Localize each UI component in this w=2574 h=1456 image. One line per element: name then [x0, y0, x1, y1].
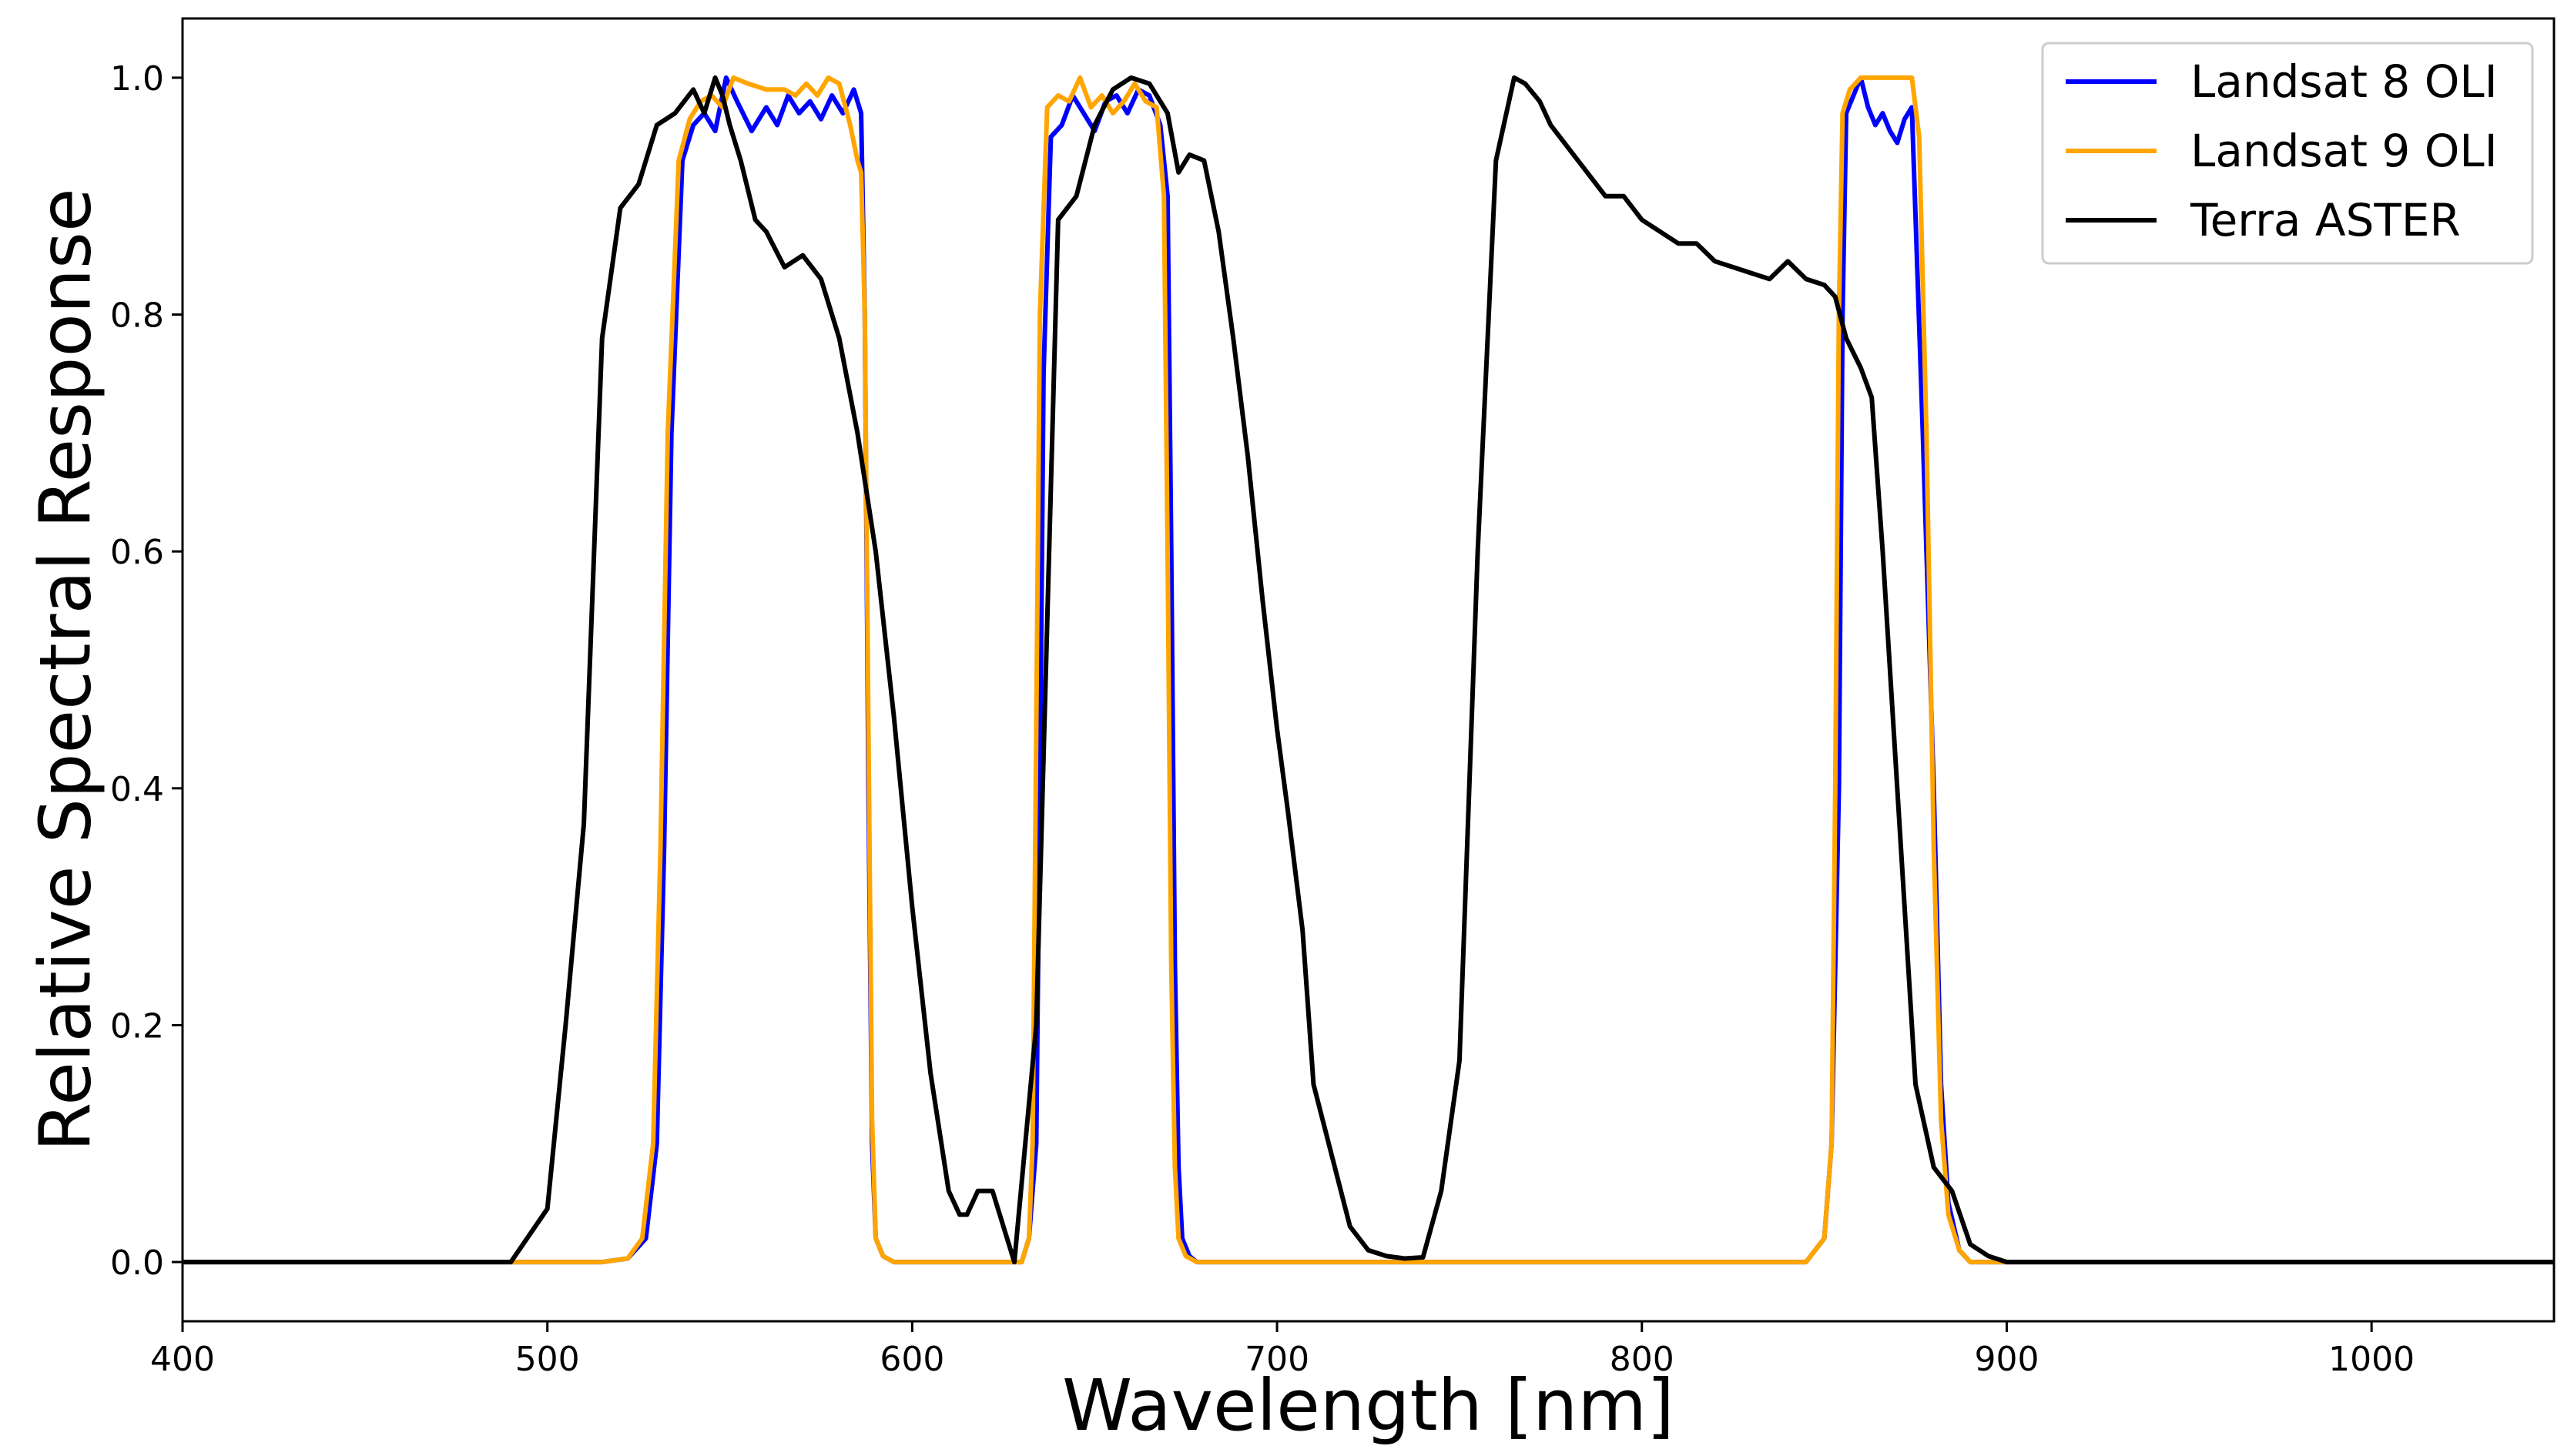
- legend-label: Landsat 9 OLI: [2190, 125, 2498, 177]
- x-tick-label: 600: [880, 1340, 944, 1379]
- series-line-terra-aster: [183, 75, 2554, 1265]
- y-tick-label: 0.2: [110, 1006, 164, 1046]
- legend: Landsat 8 OLI Landsat 9 OLI Terra ASTER: [2041, 42, 2534, 265]
- y-axis-ticks: 0.0 0.2 0.4 0.6 0.8 1.0: [110, 59, 183, 1283]
- x-axis-ticks: 400 500 600 700 800 900 1000: [150, 1321, 2415, 1379]
- x-tick-label: 500: [515, 1340, 580, 1379]
- series-line-landsat-9-oli: [183, 75, 2554, 1265]
- y-tick-label: 1.0: [110, 59, 164, 99]
- x-tick-label: 1000: [2328, 1340, 2415, 1379]
- x-axis-title: Wavelength [nm]: [1062, 1364, 1674, 1447]
- x-tick-label: 700: [1245, 1340, 1309, 1379]
- legend-box: [2041, 42, 2534, 265]
- legend-label: Terra ASTER: [2190, 194, 2461, 246]
- y-axis-title: Relative Spectral Response: [25, 188, 107, 1151]
- y-tick-label: 0.0: [110, 1243, 164, 1283]
- x-tick-label: 800: [1610, 1340, 1674, 1379]
- x-tick-label: 400: [150, 1340, 215, 1379]
- y-tick-label: 0.6: [110, 533, 164, 572]
- x-tick-label: 900: [1974, 1340, 2039, 1379]
- legend-label: Landsat 8 OLI: [2190, 55, 2498, 108]
- plot-area: [183, 75, 2554, 1265]
- y-tick-label: 0.4: [110, 770, 164, 809]
- y-tick-label: 0.8: [110, 296, 164, 336]
- plot-frame: [181, 17, 2556, 1323]
